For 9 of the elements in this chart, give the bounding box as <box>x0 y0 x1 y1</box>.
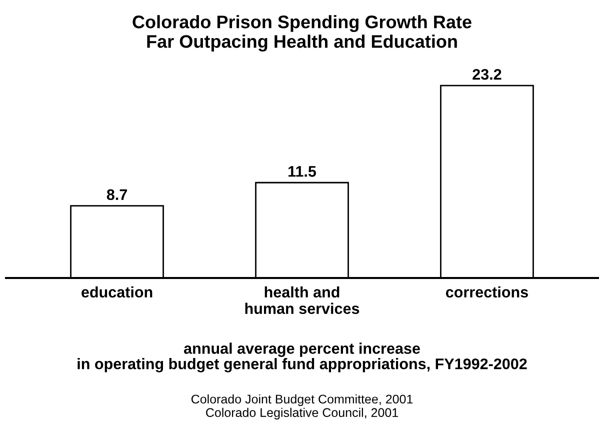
x-axis-title: annual average percent increase in operating budget general fund appropriations, FY1992-2002 <box>78 342 527 372</box>
x-tick-label: health and human services <box>245 286 360 314</box>
data-label: 11.5 <box>288 166 316 177</box>
text: Colorado Joint Budget Committee, 2001 Colorado Legislative Council, 2001 <box>191 394 413 420</box>
x-tick-label: corrections <box>446 286 528 298</box>
chart-title: Colorado Prison Spending Growth Rate Far Outpacing Health and Education <box>132 15 472 52</box>
data-label: 8.7 <box>106 189 127 200</box>
data-label: 23.2 <box>472 68 502 80</box>
x-tick-label: education <box>82 286 152 298</box>
